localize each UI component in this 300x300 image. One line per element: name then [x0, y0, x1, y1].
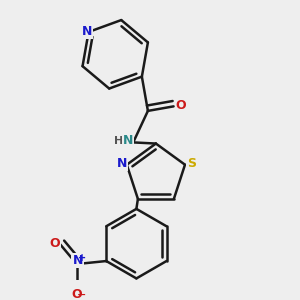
Text: S: S — [187, 157, 196, 170]
Text: O: O — [71, 288, 82, 300]
Text: O: O — [176, 99, 187, 112]
Text: N: N — [72, 254, 83, 267]
Text: N: N — [117, 157, 128, 170]
Text: O: O — [49, 237, 60, 250]
Text: N: N — [123, 134, 133, 147]
Text: −: − — [77, 290, 86, 300]
Text: H: H — [114, 136, 123, 146]
Text: +: + — [78, 253, 86, 263]
Text: N: N — [82, 26, 92, 38]
